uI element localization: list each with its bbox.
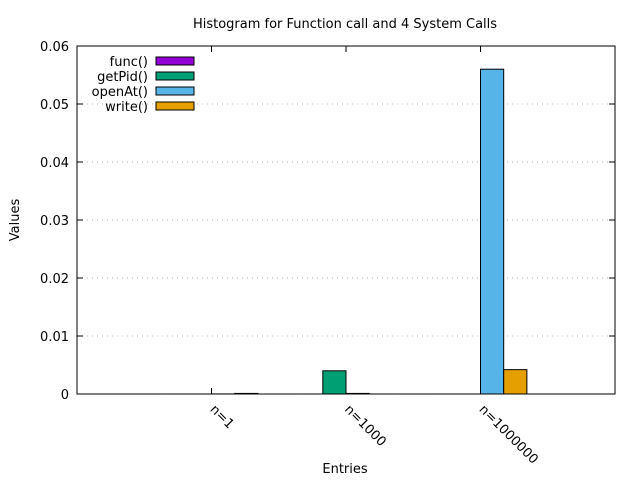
grid-lines (77, 103, 615, 337)
legend-label: func() (110, 55, 148, 70)
bars (164, 68, 528, 395)
bar (322, 370, 347, 395)
chart-title: Histogram for Function call and 4 System… (193, 17, 497, 32)
y-tick-label: 0.02 (40, 272, 69, 287)
y-tick-label: 0.04 (40, 156, 69, 171)
x-axis-label: Entries (322, 462, 368, 477)
y-axis-label: Values (8, 199, 23, 242)
legend-swatch (155, 86, 195, 96)
x-tick-label: n=1000000 (476, 402, 541, 467)
x-tick-label: n=1 (207, 402, 237, 432)
x-tick-label: n=1000 (341, 402, 389, 450)
legend-label: getPid() (97, 70, 148, 85)
y-tick-label: 0.01 (40, 330, 69, 345)
bar (503, 369, 528, 395)
legend-label: openAt() (92, 85, 148, 100)
legend-label: write() (105, 100, 148, 115)
legend-swatch (155, 56, 195, 66)
y-tick-label: 0 (61, 388, 69, 403)
bar (480, 68, 505, 395)
y-axis: 0 0.01 0.02 0.03 0.04 0.05 0.06 (40, 40, 615, 403)
y-tick-label: 0.06 (40, 40, 69, 55)
y-tick-label: 0.03 (40, 214, 69, 229)
legend-swatch (155, 71, 195, 81)
legend: func()getPid()openAt()write() (92, 55, 195, 115)
legend-swatch (155, 101, 195, 111)
y-tick-label: 0.05 (40, 98, 69, 113)
